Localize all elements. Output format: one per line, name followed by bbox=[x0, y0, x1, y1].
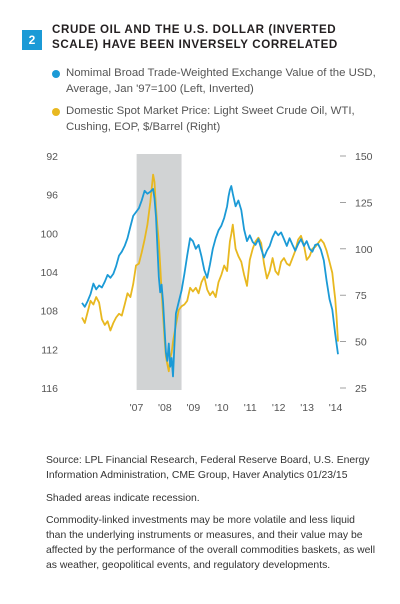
right-tick-label: 50 bbox=[355, 337, 367, 349]
left-tick-label: 112 bbox=[41, 344, 58, 356]
x-tick-label: '07 bbox=[130, 402, 144, 414]
left-tick-label: 92 bbox=[46, 151, 58, 163]
series-line-usd bbox=[81, 185, 339, 378]
right-tick-label: 75 bbox=[355, 290, 367, 302]
x-tick-label: '12 bbox=[272, 402, 286, 414]
legend-swatch-oil bbox=[52, 108, 60, 116]
legend-item-oil: Domestic Spot Market Price: Light Sweet … bbox=[46, 104, 386, 135]
axis-layer: 92 96 100 104 108 112 116 150 125 100 75 50 25 '07 '08… bbox=[40, 151, 372, 414]
x-tick-label: '14 bbox=[329, 402, 343, 414]
legend-item-usd: Nomimal Broad Trade-Weighted Exchange Va… bbox=[46, 66, 386, 97]
source-text: Source: LPL Financial Research, Federal … bbox=[46, 455, 370, 481]
right-tick-label: 25 bbox=[355, 383, 367, 395]
right-tick-label: 100 bbox=[355, 244, 373, 256]
recession-note: Shaded areas indicate recession. bbox=[46, 491, 376, 506]
chart-title: CRUDE OIL AND THE U.S. DOLLAR (INVERTED … bbox=[52, 23, 338, 51]
chart: 92 96 100 104 108 112 116 150 125 100 75 50 25 '07 '08… bbox=[40, 151, 372, 414]
legend-swatch-usd bbox=[52, 70, 60, 78]
figure-number-badge: 2 bbox=[22, 30, 42, 50]
recession-text: Shaded areas indicate recession. bbox=[46, 493, 200, 504]
x-tick-label: '11 bbox=[244, 402, 257, 414]
series-layer bbox=[81, 173, 339, 378]
x-tick-label: '09 bbox=[186, 402, 200, 414]
left-tick-label: 96 bbox=[46, 190, 58, 202]
disclaimer-note: Commodity-linked investments may be more… bbox=[46, 513, 376, 573]
x-tick-label: '13 bbox=[300, 402, 314, 414]
x-tick-label: '10 bbox=[215, 402, 229, 414]
series-line-oil bbox=[81, 173, 339, 373]
left-tick-label: 116 bbox=[41, 383, 58, 395]
legend: Nomimal Broad Trade-Weighted Exchange Va… bbox=[46, 66, 386, 135]
x-tick-label: '08 bbox=[158, 402, 172, 414]
legend-label-oil: Domestic Spot Market Price: Light Sweet … bbox=[66, 105, 355, 133]
disclaimer-text: Commodity-linked investments may be more… bbox=[46, 515, 376, 571]
left-tick-label: 100 bbox=[40, 228, 58, 240]
right-tick-label: 125 bbox=[355, 197, 373, 209]
source-note: Source: LPL Financial Research, Federal … bbox=[46, 453, 376, 483]
legend-label-usd: Nomimal Broad Trade-Weighted Exchange Va… bbox=[66, 67, 376, 95]
right-tick-label: 150 bbox=[355, 151, 373, 163]
left-tick-label: 104 bbox=[40, 267, 58, 279]
left-tick-label: 108 bbox=[40, 306, 58, 318]
